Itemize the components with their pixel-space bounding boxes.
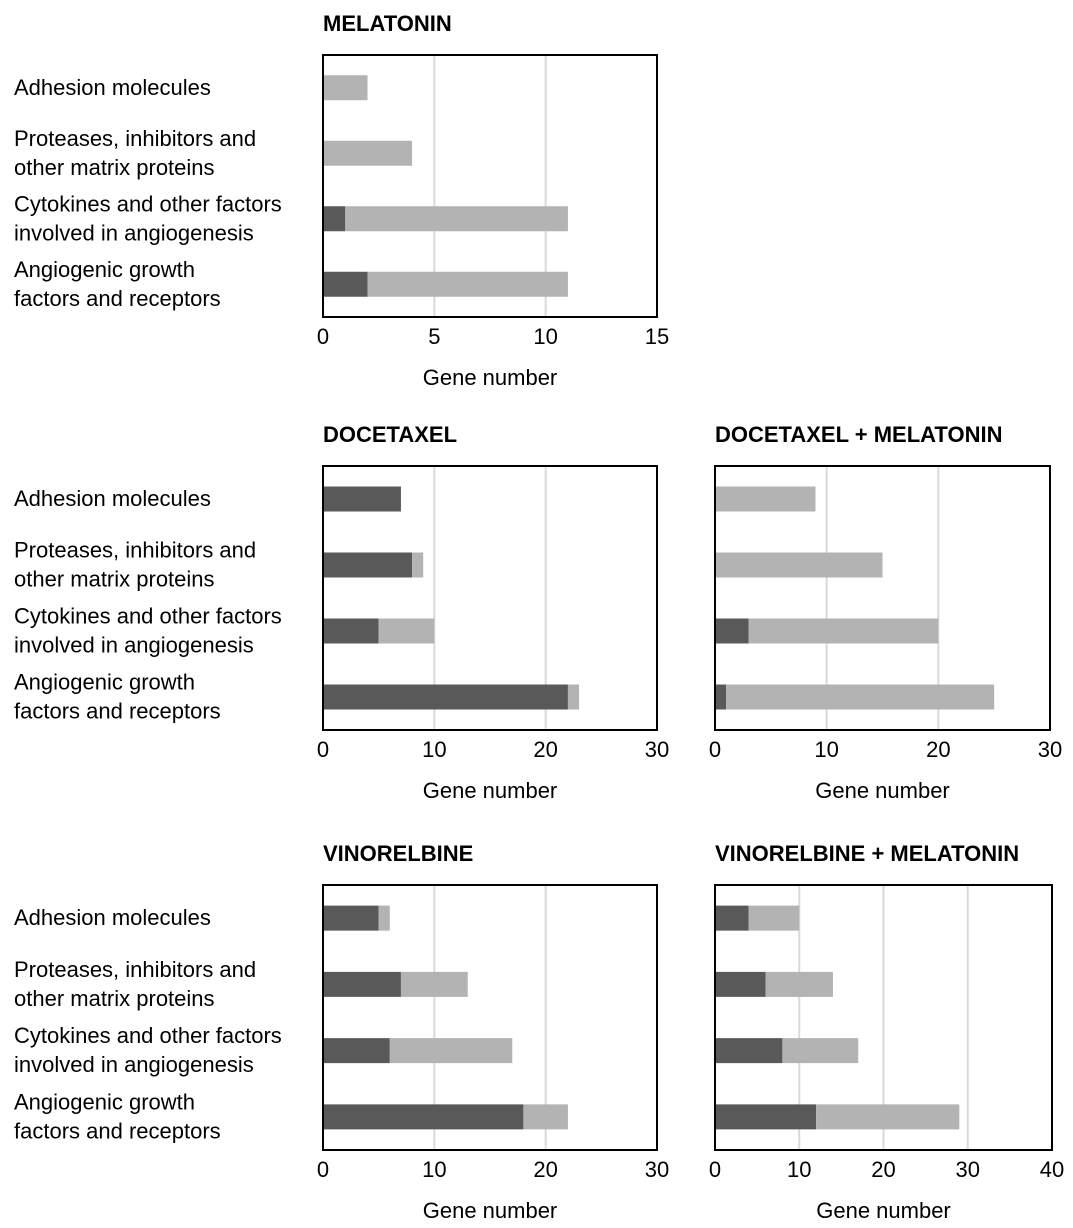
x-tick-label: 0: [317, 737, 329, 762]
category-label: Proteases, inhibitors and: [14, 957, 256, 982]
category-label: Proteases, inhibitors and: [14, 538, 256, 563]
bar-segment: [389, 1038, 513, 1064]
plot-frame: [322, 884, 658, 1151]
x-tick-label: 20: [533, 1157, 557, 1182]
bar-segment: [567, 684, 580, 710]
chart-title: MELATONIN: [323, 11, 452, 36]
x-axis-label: Gene number: [815, 778, 950, 803]
category-label: other matrix proteins: [14, 155, 215, 180]
category-label: Angiogenic growth: [14, 257, 195, 282]
category-label: factors and receptors: [14, 1118, 221, 1143]
x-tick-label: 0: [317, 324, 329, 349]
chart-title: DOCETAXEL: [323, 422, 457, 447]
x-tick-label: 15: [645, 324, 669, 349]
category-label: factors and receptors: [14, 699, 221, 724]
bar-segment: [726, 684, 995, 710]
bar-segment: [378, 618, 435, 644]
bar-segment: [323, 75, 368, 101]
chart-title: DOCETAXEL + MELATONIN: [715, 422, 1002, 447]
bar-segment: [748, 618, 939, 644]
category-label: involved in angiogenesis: [14, 1052, 254, 1077]
category-label: other matrix proteins: [14, 986, 215, 1011]
bar-segment: [715, 905, 749, 931]
bar-segment: [523, 1104, 568, 1130]
x-tick-label: 20: [871, 1157, 895, 1182]
x-tick-label: 30: [956, 1157, 980, 1182]
chart-panel-2: DOCETAXEL + MELATONIN 0 10 20 30 Gene number: [709, 422, 1062, 803]
category-label: other matrix proteins: [14, 567, 215, 592]
bar-segment: [748, 905, 800, 931]
bar-segment: [715, 971, 766, 997]
chart-panel-4: VINORELBINE + MELATONIN 0 10 20 30 40 Gene num…: [709, 841, 1064, 1223]
x-axis-label: Gene number: [423, 1198, 558, 1223]
chart-title: VINORELBINE: [323, 841, 473, 866]
category-label: Adhesion molecules: [14, 75, 211, 100]
bar-segment: [765, 971, 833, 997]
category-label: factors and receptors: [14, 286, 221, 311]
category-label: involved in angiogenesis: [14, 633, 254, 658]
bar-segment: [323, 486, 401, 512]
bar-segment: [378, 905, 390, 931]
bar-segment: [323, 140, 413, 166]
chart-panel-3: VINORELBINE 0 10 20 30 Gene number Adhesion mo…: [14, 841, 669, 1223]
bar-segment: [715, 1038, 783, 1064]
chart-panel-1: DOCETAXEL 0 10 20 30 Gene number Adhesion mole…: [14, 422, 669, 803]
x-axis-label: Gene number: [816, 1198, 951, 1223]
category-label: Cytokines and other factors: [14, 1023, 282, 1048]
x-tick-label: 10: [422, 1157, 446, 1182]
category-label: Angiogenic growth: [14, 670, 195, 695]
x-tick-label: 10: [422, 737, 446, 762]
bar-segment: [323, 1038, 390, 1064]
bar-segment: [816, 1104, 960, 1130]
bar-segment: [400, 971, 468, 997]
x-tick-label: 0: [709, 1157, 721, 1182]
bar-segment: [323, 1104, 524, 1130]
bar-segment: [412, 552, 424, 578]
x-tick-label: 40: [1040, 1157, 1064, 1182]
x-tick-label: 0: [317, 1157, 329, 1182]
bar-segment: [323, 971, 401, 997]
x-tick-label: 10: [533, 324, 557, 349]
bar-segment: [323, 905, 379, 931]
bar-segment: [715, 552, 883, 578]
bar-segment: [715, 684, 727, 710]
plot-frame: [714, 465, 1051, 731]
x-axis-label: Gene number: [423, 365, 558, 390]
category-label: Angiogenic growth: [14, 1089, 195, 1114]
x-tick-label: 30: [645, 737, 669, 762]
bar-segment: [323, 552, 413, 578]
bar-segment: [782, 1038, 859, 1064]
chart-panel-0: MELATONIN 0 5 10 15 Gene number Adhesion molec…: [14, 11, 669, 390]
plot-frame: [322, 465, 658, 731]
plot-frame: [714, 884, 1053, 1151]
x-tick-label: 30: [1038, 737, 1062, 762]
category-label: Adhesion molecules: [14, 905, 211, 930]
bar-segment: [345, 206, 568, 232]
x-tick-label: 20: [533, 737, 557, 762]
plot-frame: [322, 54, 658, 318]
x-tick-label: 20: [926, 737, 950, 762]
x-tick-label: 10: [814, 737, 838, 762]
chart-title: VINORELBINE + MELATONIN: [715, 841, 1019, 866]
category-label: Proteases, inhibitors and: [14, 126, 256, 151]
bar-segment: [715, 486, 816, 512]
bar-segment: [715, 618, 749, 644]
bar-segment: [323, 206, 346, 232]
bar-segment: [323, 684, 568, 710]
bar-segment: [323, 271, 368, 297]
category-label: Cytokines and other factors: [14, 191, 282, 216]
x-tick-label: 0: [709, 737, 721, 762]
x-tick-label: 10: [787, 1157, 811, 1182]
x-axis-label: Gene number: [423, 778, 558, 803]
category-label: Adhesion molecules: [14, 486, 211, 511]
x-tick-label: 30: [645, 1157, 669, 1182]
bar-segment: [715, 1104, 817, 1130]
x-tick-label: 5: [428, 324, 440, 349]
category-label: Cytokines and other factors: [14, 604, 282, 629]
category-label: involved in angiogenesis: [14, 220, 254, 245]
bar-segment: [367, 271, 568, 297]
bar-segment: [323, 618, 379, 644]
